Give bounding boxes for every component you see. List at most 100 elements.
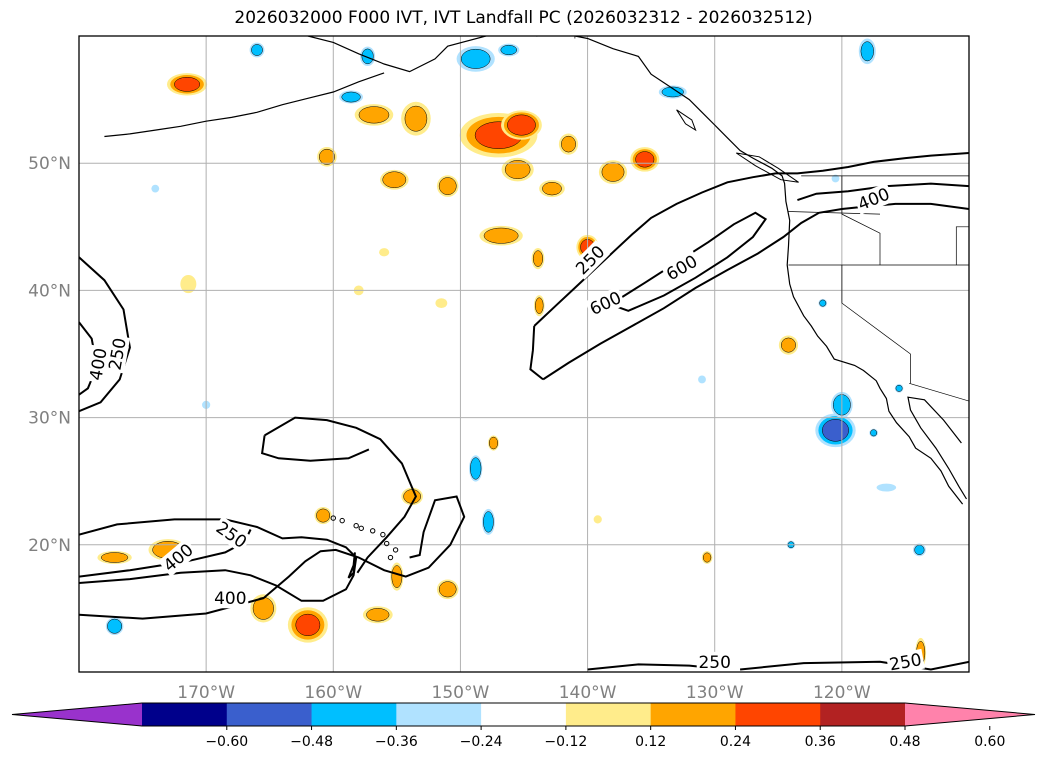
pc-shade-37-1	[361, 48, 374, 65]
ivt-landfall-pc-shading	[97, 38, 927, 669]
pc-shade-10-1	[561, 135, 576, 153]
ivt-contour-line-11	[260, 435, 370, 462]
pc-shade-3-1	[404, 105, 428, 132]
pc-shade-4-1	[382, 171, 407, 188]
coastline-aleutians	[104, 72, 385, 138]
pc-shade-8-1	[504, 160, 531, 180]
colorbar-extend-high	[905, 703, 1035, 726]
pc-shade-38-1	[341, 91, 361, 103]
colorbar-tick-label: −0.60	[205, 734, 248, 750]
pc-shade-17-0	[435, 298, 448, 309]
colorbar-tick-label: 0.48	[889, 734, 920, 750]
colorbar-tick-label: 0.24	[720, 734, 751, 750]
colorbar-segment	[650, 703, 736, 726]
hawaii-island-8	[387, 554, 394, 561]
colorbar: −0.60 −0.48 −0.36 −0.24 −0.12 0.12 0.24 0.36 0.4…	[11, 702, 1036, 750]
hawaii-island-7	[392, 547, 399, 553]
pc-shade-35-1	[107, 618, 123, 634]
pc-shade-7-2	[507, 114, 536, 136]
map-axis-ticks: 170°W 160°W 150°W 140°W 130°W 120°W 20°N 30°N 40…	[28, 154, 871, 703]
ivt-contour-label-bg	[157, 538, 199, 577]
pc-shade-48-1	[870, 429, 878, 437]
pc-shade-9-1	[542, 181, 562, 196]
colorbar-segment	[565, 703, 652, 726]
pc-shade-5-1	[438, 177, 457, 195]
pc-shade-20-0	[180, 274, 197, 294]
colorbar-outline	[11, 702, 1036, 727]
pc-shade-52-0	[831, 174, 840, 183]
hawaii-island-2	[353, 523, 359, 529]
colorbar-tick-label: 0.36	[805, 734, 836, 750]
pc-shade-0-2	[174, 76, 201, 92]
ivt-contour-line-5	[79, 256, 131, 413]
political-border-4	[909, 382, 969, 402]
pc-shade-2-1	[358, 106, 390, 124]
colorbar-tick-label: −0.36	[375, 734, 418, 750]
pc-shade-50-1	[819, 299, 827, 307]
colorbar-tick-label: 0.60	[974, 734, 1005, 750]
pc-shade-36-1	[251, 44, 263, 56]
ivt-contour-line-14	[739, 660, 969, 671]
pc-shade-47-1	[914, 544, 925, 555]
colorbar-segment	[396, 703, 482, 726]
pc-shade-25-1	[438, 581, 457, 598]
pc-shade-21-1	[488, 436, 499, 450]
colorbar-extend-low	[12, 703, 142, 726]
lat-tick-label: 50°N	[28, 154, 71, 174]
pc-shade-32-1	[702, 552, 712, 563]
political-border-3	[841, 265, 911, 355]
pc-shade-24-1	[391, 565, 403, 588]
colorbar-segment	[226, 703, 313, 726]
ivt-contour-label-bg	[885, 648, 925, 675]
political-border-7	[955, 226, 969, 265]
lat-tick-label: 40°N	[28, 281, 71, 301]
pc-shade-55-0	[698, 375, 706, 384]
map-frame	[78, 35, 970, 673]
map-title: 2026032000 F000 IVT, IVT Landfall PC (20…	[234, 8, 813, 28]
lon-tick-label: 140°W	[559, 683, 617, 703]
lon-tick-label: 170°W	[177, 683, 235, 703]
lon-tick-label: 150°W	[432, 683, 490, 703]
pc-shade-40-1	[500, 44, 517, 56]
hawaii-island-5	[380, 531, 386, 538]
coastline-haida-gwaii	[676, 109, 697, 132]
ivt-contour-line-4	[797, 182, 969, 202]
pc-shade-13-1	[483, 227, 519, 244]
colorbar-segment	[311, 703, 397, 726]
hawaii-island-6	[383, 540, 390, 547]
pc-shade-12-2	[635, 151, 655, 168]
ivt-contour-line-2	[529, 325, 544, 381]
pc-shade-31-0	[593, 515, 602, 524]
pc-shade-33-1	[781, 337, 796, 353]
ivt-contour-line-9	[79, 495, 466, 620]
political-border-1	[841, 175, 881, 265]
coastline-vancouver-island	[736, 152, 799, 183]
pc-shade-42-1	[860, 41, 874, 62]
pc-shade-16-1	[535, 297, 544, 314]
pc-shade-27-2	[295, 613, 321, 636]
pc-shade-1-1	[318, 148, 335, 165]
pc-shade-46-1	[483, 511, 494, 533]
ivt-contour-label-bg	[661, 249, 703, 286]
hawaii-island-0	[330, 515, 336, 521]
pc-shade-45-1	[470, 457, 482, 480]
ivt-contour-label-bg	[212, 588, 249, 609]
hawaii-island-3	[358, 525, 364, 531]
pc-shade-51-0	[876, 483, 897, 492]
hawaii-island-4	[370, 528, 376, 534]
ivt-contour-label-bg	[85, 344, 112, 384]
lon-tick-label: 120°W	[813, 683, 871, 703]
ivt-contour-label-bg	[696, 651, 733, 672]
pc-shade-11-1	[601, 162, 625, 182]
colorbar-segment	[820, 703, 906, 726]
map-gridlines	[79, 36, 969, 672]
colorbar-tick-label: −0.12	[544, 734, 587, 750]
lat-tick-label: 30°N	[28, 409, 71, 429]
ivt-contour-label-bg	[104, 334, 131, 374]
coastline-north-america	[307, 36, 964, 505]
lat-tick-label: 20°N	[28, 536, 71, 556]
pc-shade-30-1	[101, 552, 129, 563]
pc-shade-19-0	[379, 248, 390, 257]
colorbar-tick-label: −0.48	[290, 734, 333, 750]
